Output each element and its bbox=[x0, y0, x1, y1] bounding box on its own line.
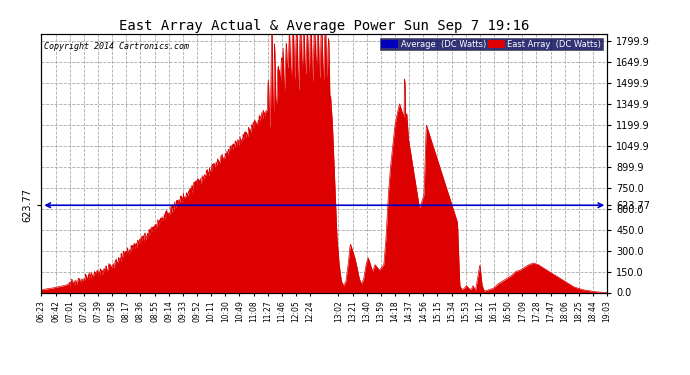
Title: East Array Actual & Average Power Sun Sep 7 19:16: East Array Actual & Average Power Sun Se… bbox=[119, 19, 529, 33]
Text: Copyright 2014 Cartronics.com: Copyright 2014 Cartronics.com bbox=[44, 42, 189, 51]
Legend: Average  (DC Watts), East Array  (DC Watts): Average (DC Watts), East Array (DC Watts… bbox=[380, 38, 603, 50]
